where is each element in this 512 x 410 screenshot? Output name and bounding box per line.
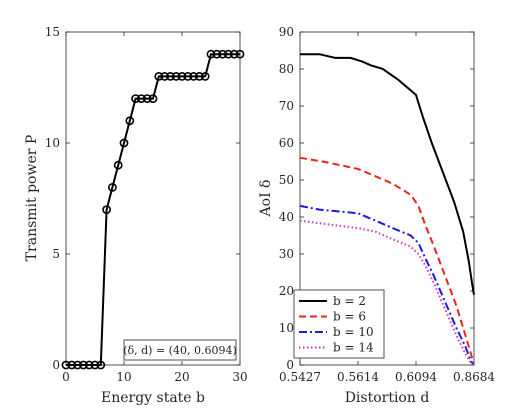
left-data-point [177, 72, 187, 81]
left-data-point [90, 360, 100, 370]
left-data-point [148, 94, 158, 103]
left-y-tick-label: 5 [52, 247, 60, 261]
right-x-tick-label: 0.5427 [279, 370, 321, 384]
left-data-point [108, 182, 117, 192]
right-y-tick-label: 20 [279, 284, 294, 298]
right-plot-area [299, 31, 475, 366]
left-series-line [66, 53, 240, 366]
left-data-point [96, 360, 106, 370]
right-y-tick-label: 40 [279, 210, 294, 224]
right-x-tick-label: 0.6094 [395, 370, 437, 384]
left-data-point [165, 72, 175, 81]
legend-label-1: b = 6 [333, 310, 366, 324]
right-series-line-0 [300, 53, 475, 295]
right-y-tick-label: 60 [279, 136, 294, 150]
left-data-point [212, 49, 222, 59]
left-x-tick-label: 0 [62, 370, 70, 384]
left-data-point [189, 72, 198, 81]
left-data-point [125, 116, 135, 126]
left-chart: 0 5 10 15 0 10 20 30 Energy state b Transmit p… [24, 25, 248, 406]
left-data-point [160, 72, 169, 81]
left-data-point [113, 160, 123, 170]
right-y-tick-label: 80 [279, 62, 294, 76]
left-data-point [136, 94, 146, 103]
right-series-line-2 [299, 204, 475, 366]
left-plot-area [65, 31, 241, 366]
right-series-line-3 [299, 219, 475, 366]
left-data-point [61, 360, 71, 370]
left-data-point [154, 72, 164, 81]
left-data-point [73, 360, 82, 370]
right-x-tick-label: 0.8684 [453, 370, 495, 384]
left-y-tick-label: 15 [45, 25, 60, 39]
right-series-lines [299, 53, 475, 366]
right-y-tick-label: 70 [279, 99, 294, 113]
left-data-point [142, 94, 152, 103]
left-data-point [235, 49, 245, 59]
right-legend: b = 2 b = 6b = 10 b = 14 [293, 289, 385, 359]
right-y-tick-label: 50 [279, 173, 294, 187]
left-data-point [131, 94, 140, 103]
right-series-line-1 [299, 156, 475, 366]
left-data-point [102, 205, 111, 214]
left-y-tick-label: 10 [45, 136, 60, 150]
right-x-ticks: 0.5427 0.5614 0.6094 0.8684 [279, 32, 495, 384]
left-data-point [218, 49, 227, 59]
left-x-axis-label: Energy state b [101, 390, 205, 406]
right-y-tick-label: 90 [279, 25, 294, 39]
left-x-ticks: 0 10 20 30 [62, 32, 248, 384]
left-data-point [194, 72, 204, 81]
legend-label-3: b = 14 [333, 341, 374, 355]
left-data-point [84, 360, 94, 370]
right-y-tick-label: 0 [286, 358, 294, 372]
left-data-point [171, 72, 181, 81]
left-x-tick-label: 30 [232, 370, 247, 384]
right-y-ticks: 0 10 20 30 40 50 60 70 80 90 [279, 25, 474, 372]
legend-label-0: b = 2 [333, 294, 366, 308]
left-data-point [200, 72, 210, 81]
left-y-ticks: 0 5 10 15 [45, 25, 240, 372]
left-data-point [183, 72, 193, 81]
left-y-axis-label: Transmit power P [24, 135, 40, 262]
left-data-point [223, 49, 233, 59]
left-data-point [67, 360, 77, 370]
left-annotation: (δ, d) = (40, 0.6094) [123, 344, 237, 357]
legend-label-2: b = 10 [333, 325, 374, 339]
right-y-axis-label: AoI δ [258, 180, 274, 218]
left-x-tick-label: 20 [174, 370, 189, 384]
left-annotation-box [123, 339, 237, 361]
right-x-tick-label: 0.5614 [337, 370, 379, 384]
left-data-point [229, 49, 239, 59]
left-y-tick-label: 0 [52, 358, 60, 372]
right-y-tick-label: 30 [279, 247, 294, 261]
left-data-point [119, 138, 129, 148]
left-series-markers [61, 49, 245, 370]
left-data-point [206, 49, 216, 59]
right-x-axis-label: Distortion d [345, 390, 430, 406]
right-y-tick-label: 10 [279, 321, 294, 335]
left-x-tick-label: 10 [116, 370, 131, 384]
left-data-point [79, 360, 88, 370]
